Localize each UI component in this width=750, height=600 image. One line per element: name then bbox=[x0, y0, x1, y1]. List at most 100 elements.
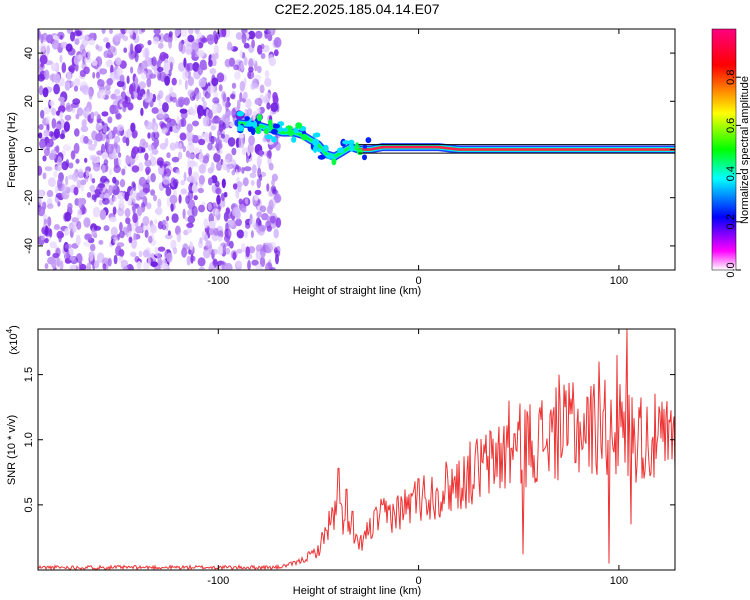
noise-speck bbox=[191, 183, 197, 193]
signal-blob bbox=[236, 111, 245, 117]
signal-blob bbox=[300, 133, 308, 141]
noise-speck bbox=[210, 135, 215, 145]
noise-speck bbox=[212, 97, 220, 104]
noise-speck bbox=[151, 107, 159, 114]
noise-speck bbox=[254, 194, 259, 201]
noise-speck bbox=[260, 53, 266, 59]
noise-speck bbox=[230, 93, 236, 100]
noise-speck bbox=[157, 198, 162, 209]
noise-speck bbox=[194, 104, 198, 110]
noise-speck bbox=[172, 125, 180, 133]
noise-speck bbox=[227, 137, 236, 147]
noise-speck bbox=[88, 90, 93, 100]
noise-speck bbox=[80, 179, 87, 186]
noise-speck bbox=[158, 42, 164, 49]
noise-speck bbox=[222, 29, 227, 38]
noise-speck bbox=[195, 38, 199, 47]
noise-speck bbox=[110, 226, 118, 237]
noise-speck bbox=[102, 124, 108, 134]
noise-speck bbox=[217, 236, 223, 242]
noise-speck bbox=[151, 131, 156, 142]
noise-speck bbox=[207, 202, 212, 211]
colorbar-tick-label: 0.4 bbox=[725, 166, 737, 181]
noise-speck bbox=[232, 207, 241, 217]
noise-speck bbox=[167, 230, 171, 236]
noise-speck bbox=[273, 37, 282, 48]
noise-speck bbox=[205, 132, 210, 143]
noise-speck bbox=[147, 256, 151, 267]
noise-speck bbox=[196, 49, 205, 58]
noise-speck bbox=[209, 68, 217, 75]
noise-speck bbox=[189, 241, 194, 251]
noise-speck bbox=[179, 108, 188, 114]
noise-speck bbox=[159, 121, 165, 127]
noise-speck bbox=[232, 251, 237, 261]
noise-speck bbox=[188, 166, 193, 177]
signal-blob bbox=[312, 145, 318, 153]
noise-speck bbox=[84, 157, 88, 163]
noise-speck bbox=[76, 220, 82, 230]
noise-speck bbox=[64, 257, 70, 264]
noise-speck bbox=[114, 135, 121, 143]
noise-speck bbox=[171, 96, 177, 103]
noise-speck bbox=[235, 218, 242, 227]
noise-speck bbox=[202, 155, 210, 164]
noise-speck bbox=[47, 216, 52, 227]
noise-speck bbox=[113, 105, 119, 115]
noise-speck bbox=[108, 168, 113, 176]
noise-speck bbox=[163, 168, 172, 178]
noise-speck bbox=[211, 118, 216, 124]
noise-speck bbox=[236, 166, 242, 173]
signal-blob bbox=[316, 148, 323, 153]
noise-speck bbox=[130, 43, 134, 55]
noise-speck bbox=[178, 41, 184, 52]
noise-speck bbox=[38, 189, 44, 200]
noise-speck bbox=[151, 148, 159, 155]
noise-speck bbox=[108, 197, 115, 206]
signal-blob bbox=[250, 127, 256, 136]
noise-speck bbox=[68, 248, 74, 257]
noise-speck bbox=[122, 100, 129, 108]
noise-speck bbox=[214, 180, 220, 188]
noise-speck bbox=[231, 147, 237, 156]
noise-speck bbox=[231, 82, 237, 89]
snr-frame bbox=[37, 328, 676, 571]
noise-speck bbox=[235, 260, 243, 268]
noise-speck bbox=[183, 171, 187, 182]
noise-speck bbox=[150, 189, 156, 196]
noise-speck bbox=[57, 178, 63, 189]
noise-speck bbox=[255, 263, 263, 270]
noise-speck bbox=[64, 211, 72, 222]
noise-speck bbox=[42, 201, 47, 211]
noise-speck bbox=[69, 255, 75, 261]
noise-speck bbox=[38, 29, 41, 40]
y-tick-label: 1.0 bbox=[23, 432, 35, 447]
noise-speck bbox=[44, 237, 49, 244]
noise-speck bbox=[89, 251, 94, 262]
noise-speck bbox=[40, 62, 44, 68]
noise-speck bbox=[132, 193, 137, 203]
noise-speck bbox=[101, 111, 109, 117]
noise-speck bbox=[221, 260, 226, 270]
spectrogram-panel: -100 0 100 40 20 0 -20 -40 Height of straight l… bbox=[6, 28, 676, 297]
noise-speck bbox=[146, 77, 152, 88]
noise-speck bbox=[256, 65, 262, 74]
noise-speck bbox=[81, 119, 87, 129]
noise-speck bbox=[98, 239, 104, 245]
noise-speck bbox=[229, 240, 234, 249]
noise-speck bbox=[157, 252, 161, 261]
noise-speck bbox=[186, 255, 191, 266]
x-tick-label: 100 bbox=[610, 575, 628, 587]
noise-speck bbox=[97, 79, 105, 87]
noise-speck bbox=[180, 29, 188, 38]
noise-speck bbox=[131, 146, 140, 155]
noise-speck bbox=[185, 43, 194, 54]
noise-speck bbox=[126, 75, 130, 85]
snr-series bbox=[38, 329, 675, 570]
noise-speck bbox=[73, 186, 79, 196]
colorbar-tick-label: 0.2 bbox=[725, 214, 737, 229]
signal-blob bbox=[336, 147, 345, 154]
noise-speck bbox=[46, 203, 54, 209]
noise-speck bbox=[178, 98, 184, 108]
noise-speck bbox=[221, 133, 225, 139]
